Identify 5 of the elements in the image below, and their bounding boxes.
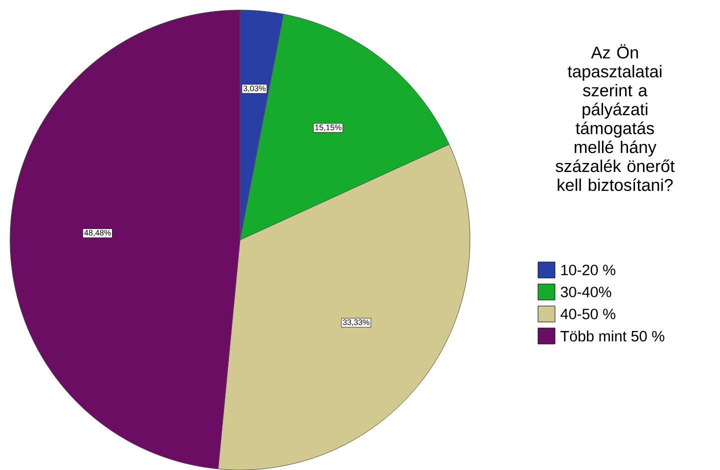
- legend-label: 10-20 %: [561, 264, 616, 276]
- legend-label: Több mint 50 %: [560, 330, 664, 342]
- legend-title: Az Ön tapasztalatai szerint a pályázati támogatás mellé hány százalék önerőt kell biztosítani?: [556, 44, 675, 191]
- legend-label: 30-40%: [560, 286, 612, 298]
- legend-label: 40-50 %: [560, 308, 616, 320]
